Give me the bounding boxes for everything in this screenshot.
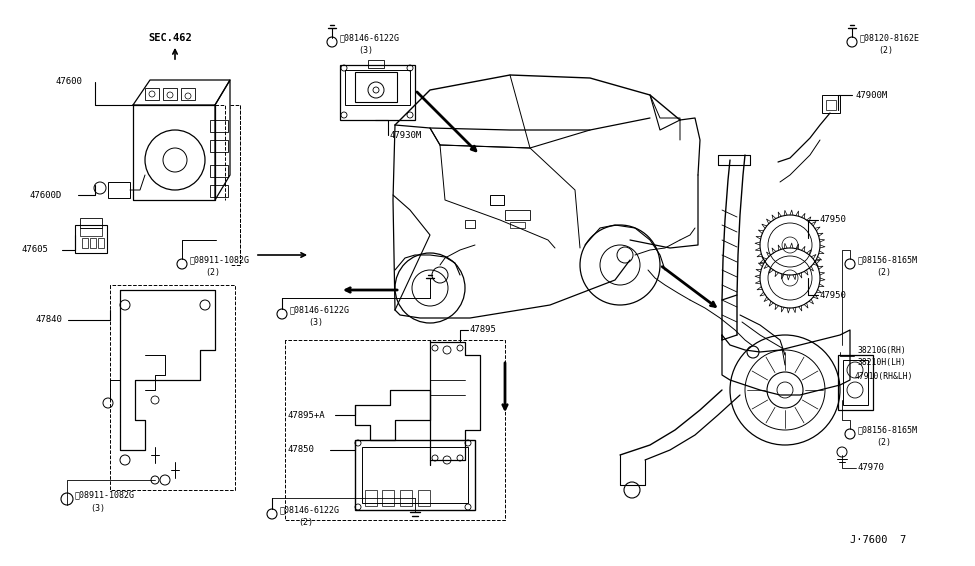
Bar <box>210 165 228 177</box>
Text: 47970: 47970 <box>858 464 885 473</box>
Text: (3): (3) <box>308 319 323 328</box>
Text: 47605: 47605 <box>22 246 49 255</box>
Text: (3): (3) <box>90 504 105 512</box>
Bar <box>163 88 177 100</box>
Bar <box>838 355 873 410</box>
Bar <box>345 70 410 105</box>
Bar <box>90 238 96 248</box>
Text: (2): (2) <box>878 45 893 54</box>
Text: 47950: 47950 <box>820 290 847 299</box>
Text: 47950: 47950 <box>820 216 847 225</box>
Text: 47850: 47850 <box>288 445 315 454</box>
Bar <box>80 218 102 228</box>
Bar <box>181 88 195 100</box>
Text: SEC.462: SEC.462 <box>148 33 192 43</box>
Text: 47930M: 47930M <box>390 131 422 139</box>
Bar <box>822 95 840 113</box>
Text: 47895: 47895 <box>470 325 497 335</box>
Bar <box>210 140 228 152</box>
Text: ⒴08156-8165M: ⒴08156-8165M <box>858 426 918 435</box>
Text: 47895+A: 47895+A <box>288 410 326 419</box>
Bar <box>843 360 868 405</box>
Text: 47840: 47840 <box>35 315 61 324</box>
Bar <box>75 225 107 253</box>
Text: ⒴08146-6122G: ⒴08146-6122G <box>340 33 400 42</box>
Bar <box>340 65 415 120</box>
Bar <box>145 88 159 100</box>
Bar <box>82 238 88 248</box>
Text: ⒴08120-8162E: ⒴08120-8162E <box>860 33 920 42</box>
Bar <box>355 440 475 510</box>
Bar <box>418 490 430 506</box>
Text: 47600: 47600 <box>55 78 82 87</box>
Bar <box>355 72 397 102</box>
Bar <box>505 210 530 220</box>
Bar <box>368 60 384 68</box>
Text: ⒴08156-8165M: ⒴08156-8165M <box>858 255 918 264</box>
Text: ⒴08146-6122G: ⒴08146-6122G <box>280 505 340 514</box>
Text: 47910(RH&LH): 47910(RH&LH) <box>855 371 914 380</box>
Text: ⓝ08911-1082G: ⓝ08911-1082G <box>190 255 250 264</box>
Text: 38210H(LH): 38210H(LH) <box>858 358 907 367</box>
Bar <box>382 490 394 506</box>
Bar <box>210 185 228 197</box>
Bar <box>98 238 104 248</box>
Text: ⓝ08911-1082G: ⓝ08911-1082G <box>75 491 135 500</box>
Bar <box>108 182 130 198</box>
Bar <box>826 100 836 110</box>
Bar <box>510 222 525 228</box>
Bar <box>80 228 102 236</box>
Text: 38210G(RH): 38210G(RH) <box>858 345 907 354</box>
Text: ⒴08146-6122G: ⒴08146-6122G <box>290 306 350 315</box>
Bar <box>490 195 504 205</box>
Text: J·7600  7: J·7600 7 <box>850 535 906 545</box>
Text: 47900M: 47900M <box>855 91 887 100</box>
Text: (2): (2) <box>876 439 891 448</box>
Bar <box>400 490 412 506</box>
Bar <box>365 490 377 506</box>
Text: 47600D: 47600D <box>30 191 62 199</box>
Text: (2): (2) <box>876 268 891 277</box>
Bar <box>465 220 475 228</box>
Bar <box>362 447 468 503</box>
Text: (3): (3) <box>358 45 373 54</box>
Bar <box>210 120 228 132</box>
Text: (2): (2) <box>205 268 220 277</box>
Text: (2): (2) <box>298 518 313 528</box>
